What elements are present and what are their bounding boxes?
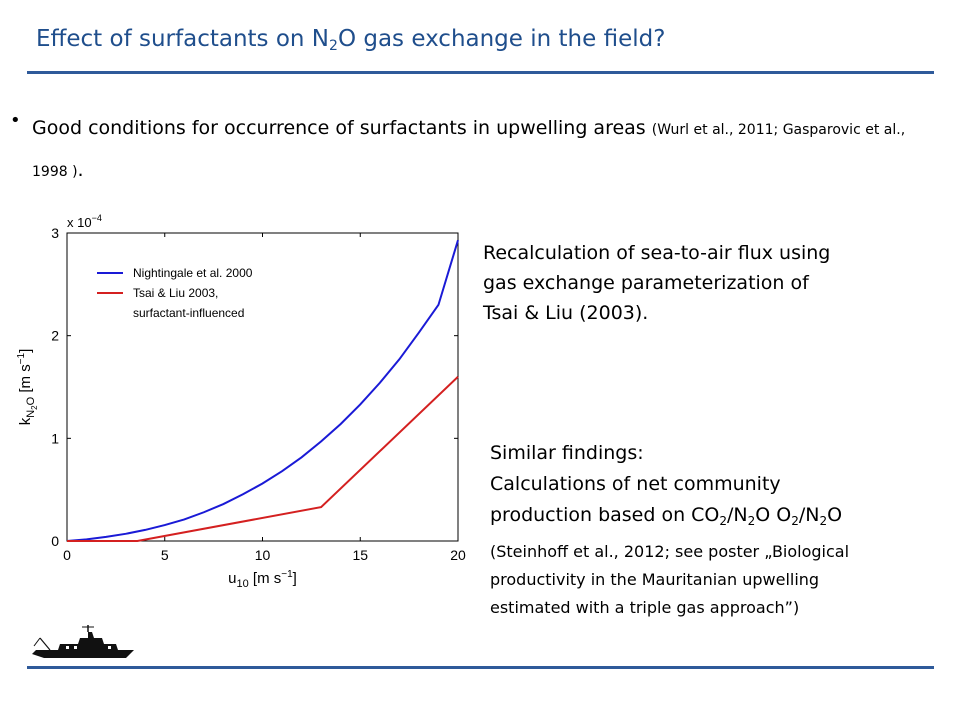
formula-text: O O (755, 504, 792, 526)
subscript: 2 (819, 514, 828, 528)
x-tick-label: 20 (450, 547, 466, 563)
label-part: [m s (17, 364, 34, 397)
similar-findings: Similar findings: Calculations of net co… (490, 438, 950, 621)
subscript: 2 (791, 514, 799, 528)
y-tick-label: 2 (51, 328, 59, 344)
similar-heading: Similar findings: (490, 442, 644, 464)
research-ship-logo (32, 625, 134, 658)
similar-line-2: production based on CO2/N2O O2/N2O (490, 500, 950, 537)
recalc-line-1: Recalculation of sea-to-air flux using (483, 242, 831, 264)
label-part: 2 (30, 405, 39, 410)
title-underline (27, 71, 934, 74)
k-vs-wind-chart: 0 5 10 15 20 0 1 2 3 x 10−4 Nightingale et al. 200… (16, 213, 466, 590)
label-part: k (17, 417, 34, 425)
x-tick-label: 5 (161, 547, 169, 563)
y-tick-label: 0 (51, 533, 59, 549)
y-multiplier: x 10−4 (67, 213, 102, 230)
similar-line-1: Calculations of net community (490, 473, 781, 495)
series-line-2 (67, 376, 459, 542)
label-part: ] (17, 349, 34, 353)
bullet-dot-icon: • (10, 110, 21, 131)
x-tick-label: 15 (352, 547, 368, 563)
formula-text: production based on CO (490, 504, 720, 526)
similar-reference-1: (Steinhoff et al., 2012; see poster „Bio… (490, 542, 850, 561)
x-tick-label: 0 (63, 547, 71, 563)
y-tick-label: 3 (51, 225, 59, 241)
label-part: ] (293, 570, 297, 587)
slide-title: Effect of surfactants on N2O gas exchang… (36, 26, 666, 54)
legend-label-2b: surfactant-influenced (133, 306, 244, 320)
label-part: −4 (92, 213, 102, 223)
formula-text: O (827, 504, 843, 526)
x-tick-label: 10 (255, 547, 271, 563)
y-tick-label: 1 (51, 430, 59, 446)
label-part: [m s (249, 570, 282, 587)
similar-reference-3: estimated with a triple gas approach”) (490, 598, 800, 617)
label-part: u (228, 570, 236, 587)
label-part: x 10 (67, 215, 92, 230)
series-line-1 (66, 239, 459, 542)
bullet-text: Good conditions for occurrence of surfac… (32, 117, 906, 181)
plot-area (66, 232, 459, 542)
label-part: −1 (16, 352, 27, 364)
formula-text: /N (798, 504, 820, 526)
y-axis-label: kN2O [m s−1] (16, 349, 39, 426)
x-axis-label: u10 [m s−1] (228, 569, 297, 590)
bullet-reference: (Wurl et al., 2011; Gasparovic et al., 1… (32, 122, 906, 180)
footer-rule (27, 666, 934, 669)
recalculation-text: Recalculation of sea-to-air flux using g… (483, 238, 943, 328)
label-part: −1 (281, 569, 293, 580)
subscript: 2 (719, 514, 728, 528)
label-part: N (25, 410, 37, 418)
recalc-line-3: Tsai & Liu (2003). (483, 302, 649, 324)
legend-label-2: Tsai & Liu 2003, (133, 286, 218, 300)
recalc-line-2: gas exchange parameterization of (483, 272, 809, 294)
label-part: 10 (237, 578, 249, 590)
subscript: 2 (747, 514, 756, 528)
label-part: O (25, 396, 37, 405)
similar-reference-2: productivity in the Mauritanian upwellin… (490, 570, 820, 589)
formula-text: /N (727, 504, 748, 526)
legend-label-1: Nightingale et al. 2000 (133, 266, 253, 280)
